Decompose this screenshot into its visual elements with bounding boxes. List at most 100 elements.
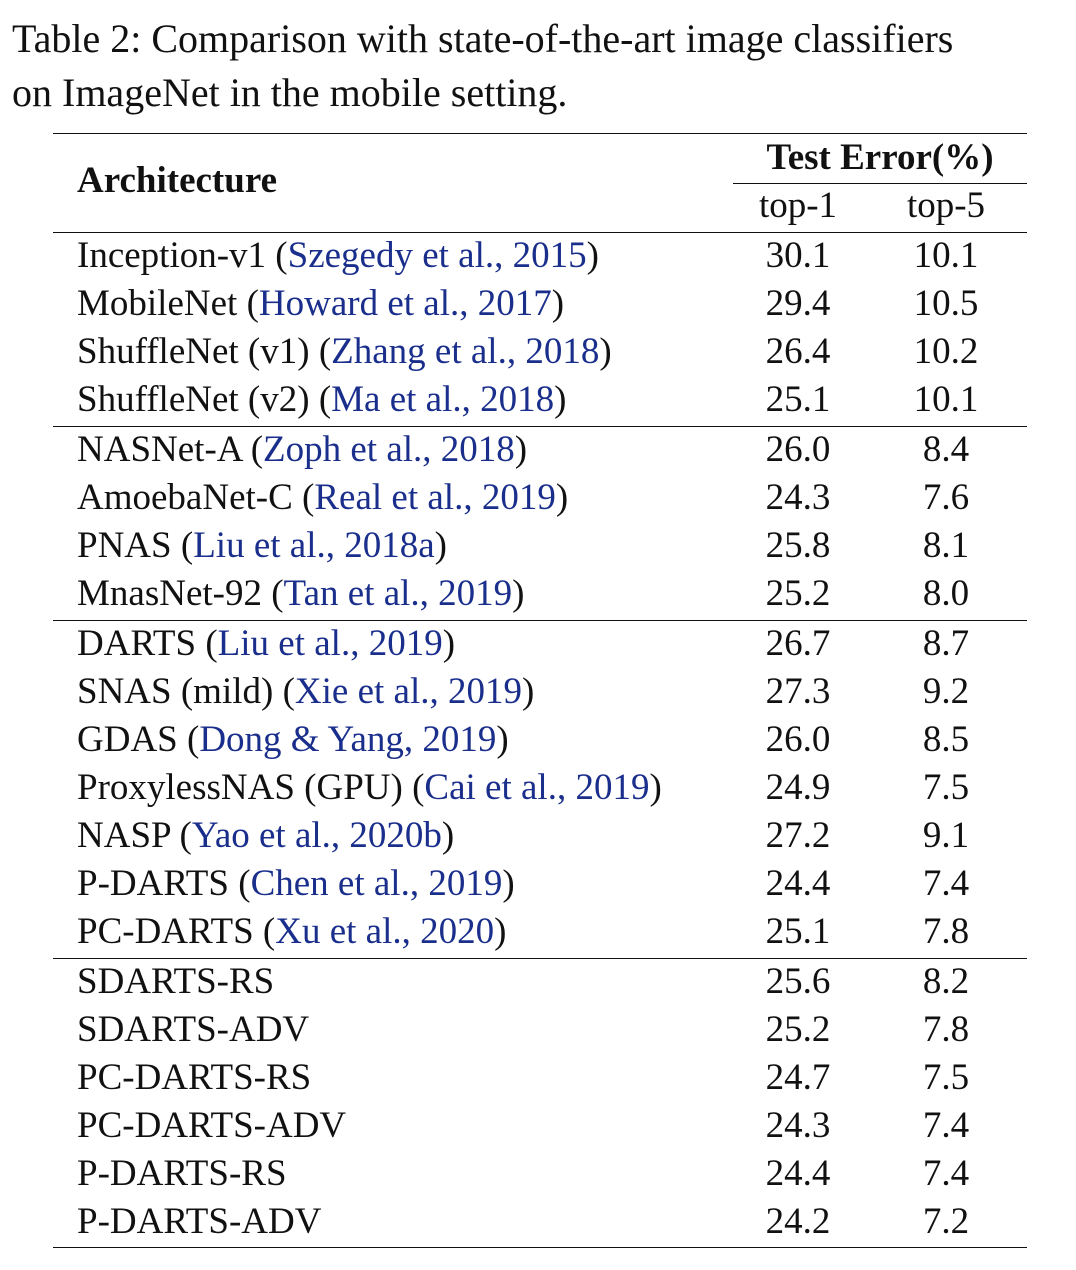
table-row: DARTS (Liu et al., 2019) 26.7 8.7 bbox=[0, 620, 1076, 668]
architecture-cell: MnasNet-92 (Tan et al., 2019) bbox=[77, 573, 525, 614]
citation-link[interactable]: Real et al., 2019 bbox=[314, 477, 556, 518]
top5-error-cell: 8.4 bbox=[922, 429, 970, 470]
architecture-name: MobileNet bbox=[77, 283, 238, 324]
top5-error-cell: 9.1 bbox=[922, 815, 970, 856]
architecture-cell: PC-DARTS-RS bbox=[77, 1054, 311, 1102]
group-rule-3 bbox=[53, 958, 1027, 959]
top1-error-cell: 30.1 bbox=[765, 235, 831, 276]
table-row: PC-DARTS (Xu et al., 2020) 25.1 7.8 bbox=[0, 908, 1076, 956]
top1-error-cell: 26.4 bbox=[765, 331, 831, 372]
header-test-error: Test Error(%) bbox=[766, 137, 994, 178]
header-top5: top-5 bbox=[906, 185, 986, 226]
architecture-name: SDARTS-RS bbox=[77, 961, 275, 1002]
top1-error-cell: 24.3 bbox=[765, 477, 831, 518]
bottom-rule bbox=[53, 1247, 1027, 1248]
top5-error-cell: 10.2 bbox=[913, 331, 979, 372]
architecture-cell: SDARTS-ADV bbox=[77, 1006, 309, 1054]
top-rule bbox=[53, 133, 1027, 134]
citation-link[interactable]: Yao et al., 2020b bbox=[191, 815, 442, 856]
architecture-cell: ShuffleNet (v2) (Ma et al., 2018) bbox=[77, 379, 567, 420]
table-row: GDAS (Dong & Yang, 2019) 26.0 8.5 bbox=[0, 716, 1076, 764]
citation-link[interactable]: Xie et al., 2019 bbox=[294, 671, 522, 712]
citation-link[interactable]: Zoph et al., 2018 bbox=[263, 429, 515, 470]
top1-error-cell: 24.2 bbox=[765, 1201, 831, 1242]
architecture-cell: P-DARTS (Chen et al., 2019) bbox=[77, 863, 515, 904]
group-rule-2 bbox=[53, 620, 1027, 621]
caption-line-2: on ImageNet in the mobile setting. bbox=[12, 70, 568, 115]
architecture-cell: PC-DARTS-ADV bbox=[77, 1102, 346, 1150]
top5-error-cell: 8.1 bbox=[922, 525, 970, 566]
top1-error-cell: 25.1 bbox=[765, 379, 831, 420]
table-row: PC-DARTS-RS 24.7 7.5 bbox=[0, 1054, 1076, 1102]
table-row: P-DARTS (Chen et al., 2019) 24.4 7.4 bbox=[0, 860, 1076, 908]
top5-error-cell: 8.7 bbox=[922, 623, 970, 664]
citation-link[interactable]: Tan et al., 2019 bbox=[283, 573, 513, 614]
architecture-name: PC-DARTS bbox=[77, 911, 254, 952]
architecture-name: Inception-v1 bbox=[77, 235, 267, 276]
table-row: AmoebaNet-C (Real et al., 2019) 24.3 7.6 bbox=[0, 474, 1076, 522]
table-row: PC-DARTS-ADV 24.3 7.4 bbox=[0, 1102, 1076, 1150]
table-row: NASNet-A (Zoph et al., 2018) 26.0 8.4 bbox=[0, 426, 1076, 474]
architecture-cell: DARTS (Liu et al., 2019) bbox=[77, 623, 456, 664]
top5-error-cell: 10.1 bbox=[913, 379, 979, 420]
citation-link[interactable]: Zhang et al., 2018 bbox=[331, 331, 600, 372]
architecture-cell: ShuffleNet (v1) (Zhang et al., 2018) bbox=[77, 331, 612, 372]
top1-error-cell: 25.2 bbox=[765, 573, 831, 614]
architecture-name: MnasNet-92 bbox=[77, 573, 262, 614]
top1-error-cell: 25.6 bbox=[765, 961, 831, 1002]
header-top1: top-1 bbox=[758, 185, 838, 226]
top5-error-cell: 7.8 bbox=[922, 1009, 970, 1050]
top1-error-cell: 24.4 bbox=[765, 863, 831, 904]
architecture-name: DARTS bbox=[77, 623, 197, 664]
architecture-name: ShuffleNet (v1) bbox=[77, 331, 310, 372]
top5-error-cell: 7.4 bbox=[922, 1105, 970, 1146]
top5-error-cell: 7.2 bbox=[922, 1201, 970, 1242]
citation-link[interactable]: Howard et al., 2017 bbox=[258, 283, 552, 324]
top1-error-cell: 25.1 bbox=[765, 911, 831, 952]
architecture-name: GDAS bbox=[77, 719, 178, 760]
top5-error-cell: 8.5 bbox=[922, 719, 970, 760]
top5-error-cell: 9.2 bbox=[922, 671, 970, 712]
top1-error-cell: 29.4 bbox=[765, 283, 831, 324]
architecture-name: P-DARTS-RS bbox=[77, 1153, 287, 1194]
top1-error-cell: 26.0 bbox=[765, 719, 831, 760]
architecture-cell: PNAS (Liu et al., 2018a) bbox=[77, 525, 447, 566]
citation-link[interactable]: Cai et al., 2019 bbox=[424, 767, 650, 808]
header-architecture: Architecture bbox=[77, 160, 277, 201]
header-rule bbox=[53, 232, 1027, 233]
architecture-cell: P-DARTS-ADV bbox=[77, 1198, 321, 1246]
architecture-cell: Inception-v1 (Szegedy et al., 2015) bbox=[77, 235, 599, 276]
group-rule-1 bbox=[53, 426, 1027, 427]
top5-error-cell: 10.5 bbox=[913, 283, 979, 324]
top1-error-cell: 26.7 bbox=[765, 623, 831, 664]
architecture-cell: PC-DARTS (Xu et al., 2020) bbox=[77, 911, 507, 952]
top5-error-cell: 7.4 bbox=[922, 863, 970, 904]
architecture-cell: GDAS (Dong & Yang, 2019) bbox=[77, 719, 509, 760]
table-row: P-DARTS-RS 24.4 7.4 bbox=[0, 1150, 1076, 1198]
citation-link[interactable]: Liu et al., 2018a bbox=[193, 525, 435, 566]
citation-link[interactable]: Dong & Yang, 2019 bbox=[199, 719, 497, 760]
architecture-name: ShuffleNet (v2) bbox=[77, 379, 310, 420]
architecture-name: AmoebaNet-C bbox=[77, 477, 293, 518]
table-row: Inception-v1 (Szegedy et al., 2015) 30.1 1… bbox=[0, 232, 1076, 280]
table-row: SDARTS-ADV 25.2 7.8 bbox=[0, 1006, 1076, 1054]
top1-error-cell: 24.3 bbox=[765, 1105, 831, 1146]
architecture-name: P-DARTS-ADV bbox=[77, 1201, 322, 1242]
table-row: SNAS (mild) (Xie et al., 2019) 27.3 9.2 bbox=[0, 668, 1076, 716]
architecture-cell: NASNet-A (Zoph et al., 2018) bbox=[77, 429, 528, 470]
table-row: SDARTS-RS 25.6 8.2 bbox=[0, 958, 1076, 1006]
table-row: P-DARTS-ADV 24.2 7.2 bbox=[0, 1198, 1076, 1246]
architecture-cell: SDARTS-RS bbox=[77, 958, 274, 1006]
top1-error-cell: 27.2 bbox=[765, 815, 831, 856]
architecture-cell: ProxylessNAS (GPU) (Cai et al., 2019) bbox=[77, 767, 662, 808]
top1-error-cell: 24.4 bbox=[765, 1153, 831, 1194]
citation-link[interactable]: Liu et al., 2019 bbox=[217, 623, 443, 664]
caption-line-1: Table 2: Comparison with state-of-the-ar… bbox=[12, 16, 954, 61]
citation-link[interactable]: Chen et al., 2019 bbox=[250, 863, 503, 904]
architecture-name: ProxylessNAS (GPU) bbox=[77, 767, 403, 808]
citation-link[interactable]: Szegedy et al., 2015 bbox=[287, 235, 587, 276]
top1-error-cell: 24.7 bbox=[765, 1057, 831, 1098]
citation-link[interactable]: Xu et al., 2020 bbox=[275, 911, 495, 952]
top1-error-cell: 27.3 bbox=[765, 671, 831, 712]
citation-link[interactable]: Ma et al., 2018 bbox=[331, 379, 555, 420]
